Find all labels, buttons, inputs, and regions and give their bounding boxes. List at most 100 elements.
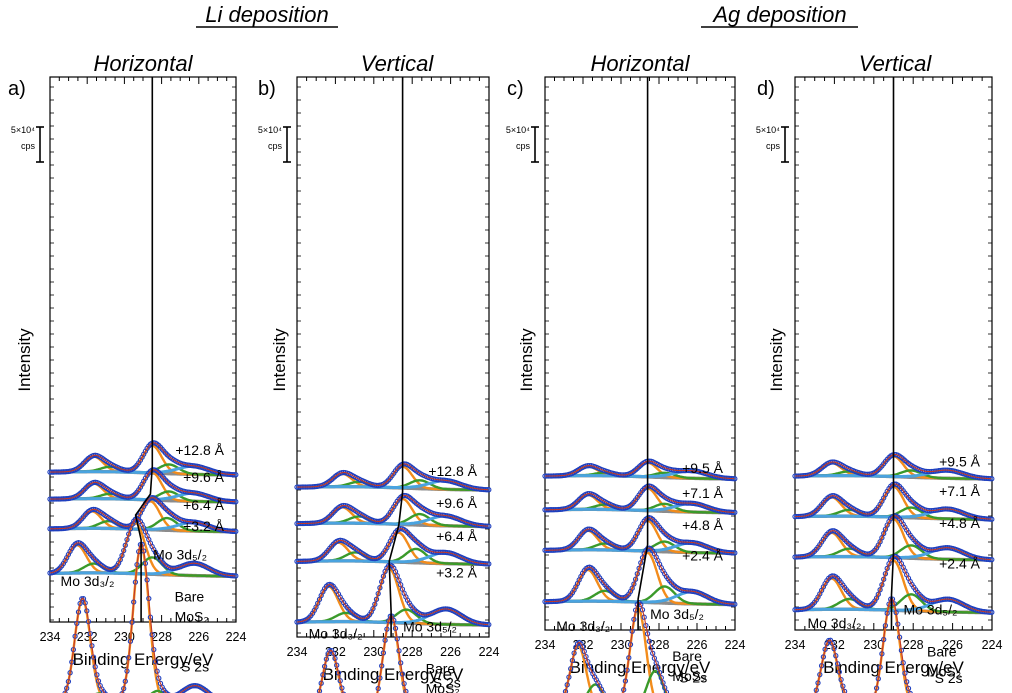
data-point	[841, 688, 848, 693]
x-axis-label: Binding Energy/eV	[73, 650, 214, 669]
x-tick-label: 228	[649, 638, 670, 652]
spectrum-label: +9.6 Å	[183, 469, 225, 485]
fit-envelope	[545, 460, 735, 480]
peak-label-mo3d32: Mo 3d₃/₂	[309, 625, 363, 641]
data-point	[632, 576, 639, 582]
data-point	[651, 655, 658, 661]
spectrum-label: +2.4 Å	[939, 556, 981, 572]
peak-label-mo3d52: Mo 3d₅/₂	[153, 547, 207, 563]
scale-bar-unit: cps	[516, 141, 531, 151]
data-point	[840, 683, 846, 689]
peak-position-line	[134, 77, 154, 622]
data-point	[638, 560, 644, 566]
x-tick-label: 224	[226, 630, 247, 644]
peak-label-mo3d52: Mo 3d₅/₂	[904, 602, 958, 618]
peak-label-s2s: S 2s	[935, 670, 963, 686]
data-point	[127, 526, 134, 532]
data-point	[126, 531, 132, 537]
data-point	[341, 691, 347, 693]
data-point	[660, 680, 666, 686]
peak-label-mo3d32: Mo 3d₃/₂	[61, 573, 115, 589]
scale-bar-value: 5×10⁴	[506, 125, 530, 135]
spectrum: +12.8 Å	[47, 440, 239, 478]
data-point	[650, 650, 656, 656]
data-point	[117, 557, 123, 563]
data-point	[373, 596, 380, 602]
data-point	[332, 655, 338, 662]
data-point	[879, 535, 885, 541]
data-point	[398, 582, 404, 588]
peak-label-s2s: S 2s	[181, 659, 209, 675]
spectrum-label: +6.4 Å	[436, 528, 478, 544]
spectrum-label: +9.5 Å	[682, 460, 724, 476]
x-tick-label: 226	[440, 645, 461, 659]
y-axis-label: Intensity	[517, 328, 536, 392]
data-point	[662, 685, 668, 691]
data-point	[875, 591, 881, 597]
panel-title: Vertical	[859, 51, 933, 76]
spectrum-label: +7.1 Å	[682, 485, 724, 501]
spectrum: +4.8 Å	[542, 515, 738, 556]
x-tick-label: 230	[611, 638, 632, 652]
panel-title: Vertical	[361, 51, 435, 76]
x-axis-label: Binding Energy/eV	[570, 658, 711, 677]
spectrum-label: +9.5 Å	[939, 454, 981, 470]
data-point	[380, 573, 387, 579]
y-axis-label: Intensity	[270, 328, 289, 392]
fit-envelope	[297, 494, 488, 527]
data-point	[102, 691, 108, 693]
fit-envelope	[50, 469, 236, 503]
x-tick-label: 224	[479, 645, 500, 659]
spectrum: Mo 3d₅/₂ Mo 3d₃/₂ Bare MoS₂ S 2s	[61, 541, 213, 693]
peak-label-mo3d52: Mo 3d₅/₂	[650, 606, 704, 622]
x-tick-label: 228	[151, 630, 172, 644]
data-point	[64, 685, 70, 691]
fit-envelope	[318, 615, 407, 693]
data-point	[164, 691, 170, 693]
data-point	[394, 573, 400, 579]
data-point	[122, 542, 128, 548]
data-point	[330, 650, 336, 656]
bare-label-line2: MoS₂	[175, 609, 209, 625]
data-point	[370, 605, 376, 612]
data-point	[631, 581, 637, 587]
spectrum: +2.4 Å	[542, 545, 738, 607]
x-tick-label: 226	[687, 638, 708, 652]
y-axis-label: Intensity	[15, 328, 34, 392]
panel-title: Horizontal	[590, 51, 690, 76]
bare-label-line2: MoS₂	[672, 668, 706, 684]
bare-label-line1: Bare	[672, 648, 702, 664]
spectrum-label: +3.2 Å	[183, 518, 225, 534]
data-point	[636, 565, 642, 571]
data-point	[206, 690, 212, 693]
panel-title: Horizontal	[93, 51, 193, 76]
data-point	[629, 585, 635, 591]
data-point	[204, 689, 211, 693]
data-point	[562, 688, 569, 693]
bare-label-line2: MoS₂	[426, 681, 460, 693]
section-title-li-text: Li deposition	[205, 2, 329, 27]
peak-label-mo3d52: Mo 3d₅/₂	[403, 619, 457, 635]
data-point	[831, 645, 837, 652]
spectrum-label: +4.8 Å	[939, 515, 981, 531]
data-point	[124, 536, 130, 543]
data-point	[655, 664, 661, 671]
data-point	[656, 669, 663, 676]
fit-envelope	[564, 601, 668, 693]
data-point	[208, 691, 213, 693]
x-axis-label: Binding Energy/eV	[323, 665, 464, 684]
peak-label-mo3d32: Mo 3d₃/₂	[807, 615, 861, 631]
data-point	[829, 640, 835, 646]
fit-envelope	[64, 542, 210, 693]
data-point	[119, 552, 125, 559]
bare-label-line1: Bare	[175, 589, 205, 605]
mo-component-a	[563, 606, 655, 693]
data-point	[119, 690, 125, 693]
scale-bar-unit: cps	[21, 141, 36, 151]
x-tick-label: 224	[982, 638, 1003, 652]
spectrum-label: +7.1 Å	[939, 483, 981, 499]
fit-envelope	[545, 485, 735, 513]
data-point	[905, 685, 912, 692]
